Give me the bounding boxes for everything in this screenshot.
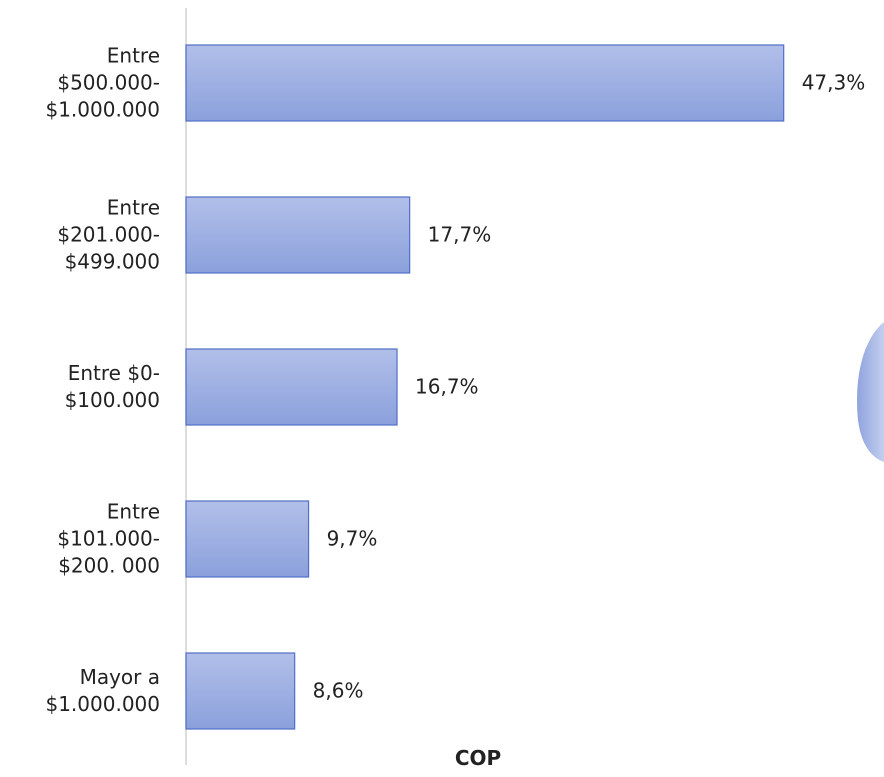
y-tick-label: Mayor a $1.000.000: [45, 665, 160, 716]
bar: [185, 196, 411, 274]
y-tick-label: Entre $500.000- $1.000.000: [45, 43, 160, 122]
bar: [185, 652, 296, 730]
y-tick-label: Entre $201.000- $499.000: [57, 195, 160, 274]
data-label: 17,7%: [427, 222, 492, 247]
data-label: 47,3%: [801, 70, 866, 95]
y-tick-label: Entre $0- $100.000: [64, 361, 160, 412]
y-tick-label: Entre $101.000- $200. 000: [57, 499, 160, 578]
data-label: 9,7%: [326, 526, 378, 551]
data-label: 16,7%: [415, 374, 479, 399]
decoration: [857, 322, 884, 462]
bar: [185, 44, 785, 122]
bar: [185, 500, 310, 578]
bar: [185, 348, 398, 426]
data-label: 8,6%: [312, 678, 364, 703]
x-axis-label: COP: [454, 746, 502, 770]
